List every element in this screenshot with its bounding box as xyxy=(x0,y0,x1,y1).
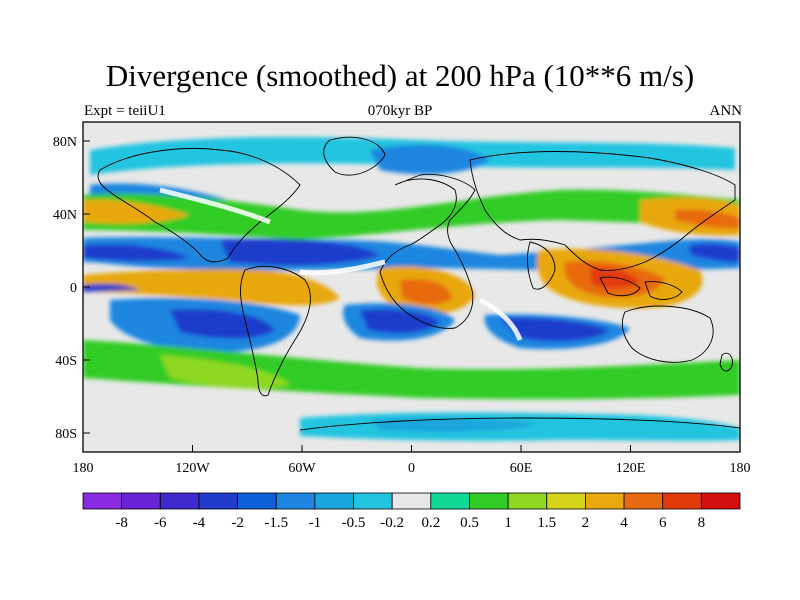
colorbar-swatch xyxy=(662,492,702,510)
lon-tick-label: 120E xyxy=(616,461,646,476)
colorbar-swatch xyxy=(121,492,161,510)
plot-title: Divergence (smoothed) at 200 hPa (10**6 … xyxy=(105,58,695,93)
lat-tick-label: 40S xyxy=(55,354,77,369)
colorbar-label: -1.5 xyxy=(264,515,288,531)
colorbar-label: -1 xyxy=(309,515,322,531)
colorbar-swatch xyxy=(82,492,123,510)
lon-tick-label: 60E xyxy=(510,461,533,476)
map-axes: 80N 40N 0 40S 80S 180 120W 60W 0 60E 120E 180 xyxy=(53,135,751,476)
colorbar-swatch xyxy=(275,492,316,510)
colorbar-label: 0.2 xyxy=(421,515,440,531)
colorbar-label: -4 xyxy=(193,515,206,531)
lon-tick-label: 180 xyxy=(73,461,94,476)
colorbar-swatch xyxy=(237,492,277,510)
experiment-label: Expt = teiiU1 xyxy=(84,103,166,119)
colorbar-swatch xyxy=(546,492,586,510)
colorbar-label: 1.5 xyxy=(537,515,556,531)
colorbar-swatch xyxy=(353,492,393,510)
contour-field xyxy=(83,122,740,452)
colorbar-label: -6 xyxy=(154,515,167,531)
colorbar-label: -8 xyxy=(115,515,128,531)
colorbar-swatch xyxy=(198,492,238,510)
lon-tick-label: 60W xyxy=(288,461,316,476)
colorbar-label: 6 xyxy=(659,515,667,531)
colorbar-swatch xyxy=(623,492,664,510)
coastlines xyxy=(97,136,740,431)
lat-tick-label: 80N xyxy=(53,135,77,150)
colorbar-swatch xyxy=(469,492,509,510)
colorbar-swatch xyxy=(391,492,432,510)
colorbar-label: 2 xyxy=(582,515,590,531)
colorbar-swatch xyxy=(700,492,741,510)
season-label: ANN xyxy=(709,103,743,119)
colorbar-label: -2 xyxy=(231,515,244,531)
lat-tick-label: 40N xyxy=(53,208,77,223)
colorbar-swatch xyxy=(159,492,200,510)
colorbar-swatch xyxy=(314,492,354,510)
colorbar-label: 8 xyxy=(698,515,706,531)
colorbar-label: 4 xyxy=(620,515,628,531)
colorbar-swatch xyxy=(430,492,470,510)
colorbar-label: 1 xyxy=(504,515,512,531)
colorbar-swatch xyxy=(507,492,548,510)
period-label: 070kyr BP xyxy=(367,103,433,119)
colorbar-label: -0.2 xyxy=(380,515,404,531)
colorbar-swatch xyxy=(585,492,625,510)
lon-tick-label: 0 xyxy=(408,461,415,476)
colorbar-label: -0.5 xyxy=(342,515,366,531)
lat-tick-label: 0 xyxy=(70,281,77,296)
lon-tick-label: 180 xyxy=(730,461,751,476)
lat-tick-label: 80S xyxy=(55,427,77,442)
colorbar: -8 -6 -4 -2 -1.5 -1 -0.5 -0.2 0.2 0.5 1 1.5 2 4 6 8 xyxy=(82,492,741,531)
lon-tick-label: 120W xyxy=(175,461,210,476)
colorbar-label: 0.5 xyxy=(460,515,479,531)
